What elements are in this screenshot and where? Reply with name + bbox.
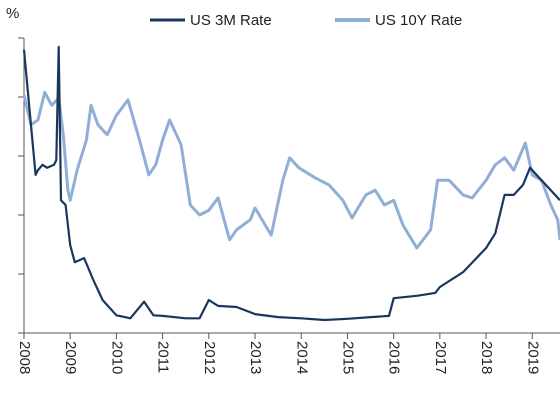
x-tick-label: 2009: [62, 341, 79, 374]
x-tick-label: 2017: [432, 341, 449, 374]
line-series: [22, 45, 560, 322]
x-tick-label: 2018: [478, 341, 495, 374]
y-axis-label: %: [6, 5, 19, 22]
legend-label: US 3M Rate: [190, 12, 272, 29]
x-tick-label: 2015: [339, 341, 356, 374]
x-tick-label: 2016: [386, 341, 403, 374]
x-tick-label: 2011: [155, 341, 172, 373]
x-tick-label: 2014: [293, 341, 310, 374]
line-series: [22, 90, 560, 250]
x-tick-label: 2013: [247, 341, 264, 374]
x-tick-label: 2019: [524, 341, 541, 374]
x-tick-label: 2010: [108, 341, 125, 374]
x-tick-label: 2012: [201, 341, 218, 374]
legend-label: US 10Y Rate: [375, 12, 462, 29]
x-tick-label: 2008: [16, 341, 33, 374]
